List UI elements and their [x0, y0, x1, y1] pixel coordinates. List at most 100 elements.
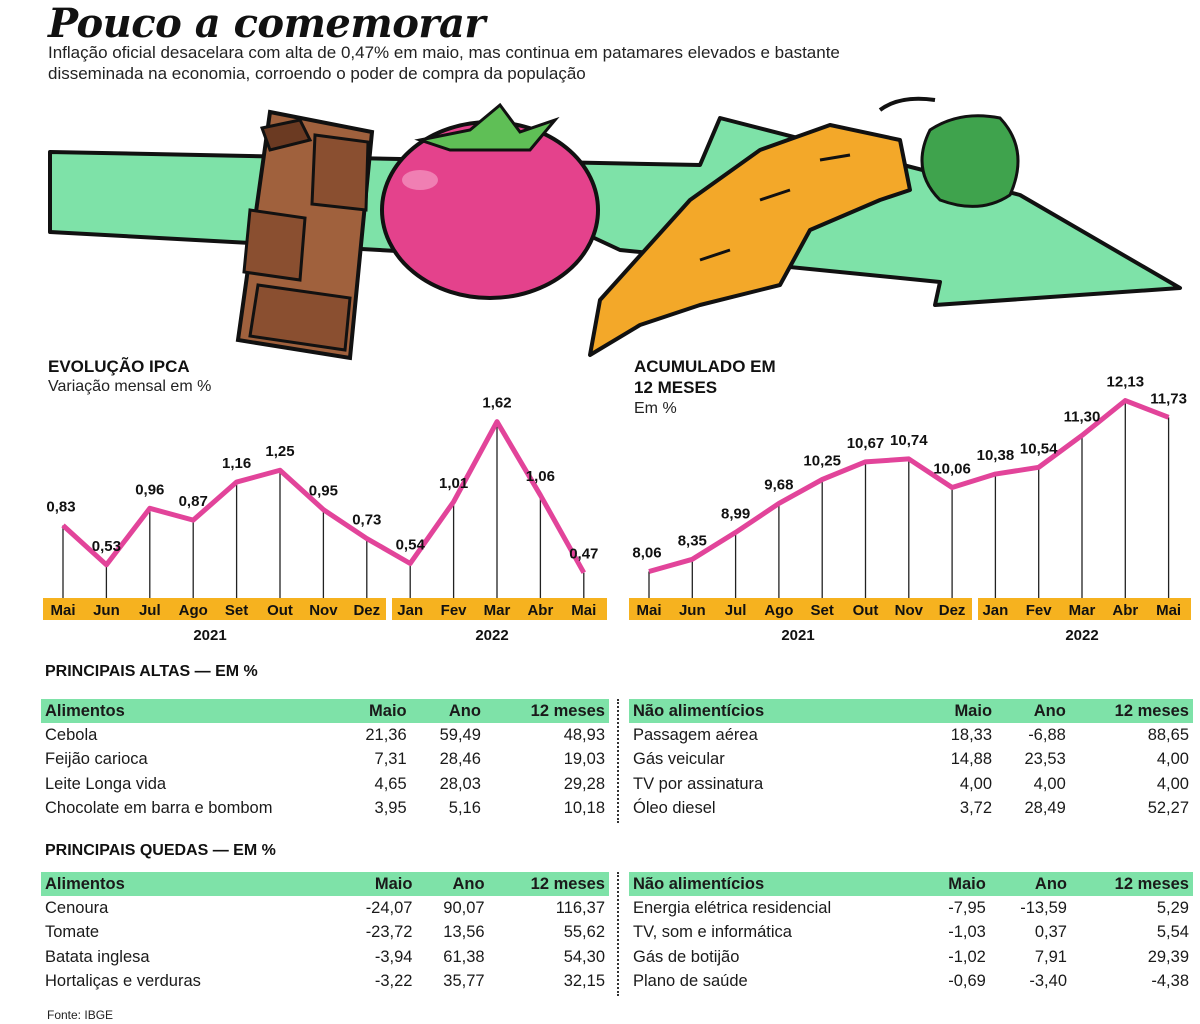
table-divider	[617, 699, 619, 823]
data-label: 0,47	[569, 546, 598, 563]
x-tick-label: Jun	[679, 602, 706, 619]
x-tick-label: Abr	[527, 602, 553, 619]
table-row: Cebola 21,36 59,49 48,93	[41, 723, 609, 748]
value-cell: 0,37	[1034, 923, 1067, 942]
value-cell: 4,00	[1156, 774, 1189, 793]
data-label: 9,68	[764, 476, 793, 493]
data-label: 1,62	[482, 395, 511, 412]
value-cell: -3,40	[1029, 972, 1067, 991]
value-cell: -23,72	[365, 923, 413, 942]
axis-band-2022	[978, 598, 1191, 620]
year-label: 2022	[1065, 627, 1098, 644]
value-cell: 90,07	[443, 898, 485, 917]
value-cell: 5,29	[1156, 898, 1189, 917]
value-cell: 54,30	[563, 947, 605, 966]
value-cell: 29,39	[1147, 947, 1189, 966]
x-tick-label: Mai	[1156, 602, 1181, 619]
data-label: 1,06	[526, 468, 555, 485]
column-header: Não alimentícios	[629, 872, 923, 896]
data-label: 10,74	[890, 432, 928, 449]
item-name-cell: Leite Longa vida	[45, 774, 167, 793]
quedas-alimentos-table: Alimentos Maio Ano 12 meses Cenoura -24,07 90,…	[41, 872, 609, 994]
column-header: 12 meses	[484, 699, 609, 723]
x-tick-label: Jul	[139, 602, 161, 619]
x-tick-label: Dez	[939, 602, 966, 619]
altas-alimentos-table: Alimentos Maio Ano 12 meses Cebola 21,36 59,49…	[41, 699, 609, 821]
value-cell: 10,18	[563, 799, 605, 818]
value-cell: 7,91	[1034, 947, 1067, 966]
value-cell: -6,88	[1028, 725, 1066, 744]
carrot-icon	[588, 96, 1020, 357]
table-row: Chocolate em barra e bombom 3,95 5,16 10,18	[41, 797, 609, 822]
value-cell: 28,46	[439, 750, 481, 769]
x-tick-label: Abr	[1112, 602, 1138, 619]
data-label: 10,25	[803, 453, 841, 470]
value-cell: 4,00	[1156, 750, 1189, 769]
value-cell: 18,33	[950, 725, 993, 744]
data-label: 0,96	[135, 481, 164, 498]
data-label: 8,35	[678, 532, 707, 549]
data-label: 12,13	[1107, 374, 1145, 391]
axis-band-2021	[43, 598, 386, 620]
value-cell: 4,65	[374, 774, 407, 793]
column-header: 12 meses	[1071, 872, 1193, 896]
column-header: Ano	[996, 699, 1070, 723]
value-cell: 21,36	[365, 725, 407, 744]
item-name-cell: Óleo diesel	[633, 799, 716, 818]
value-cell: -7,95	[948, 898, 986, 917]
table-row: Batata inglesa -3,94 61,38 54,30	[41, 945, 609, 970]
x-tick-label: Jul	[725, 602, 747, 619]
value-cell: 35,77	[443, 972, 485, 991]
value-cell: 61,38	[443, 947, 485, 966]
value-cell: 23,53	[1024, 750, 1066, 769]
x-tick-label: Out	[267, 602, 293, 619]
table-row: Plano de saúde -0,69 -3,40 -4,38	[629, 970, 1193, 995]
table-row: Leite Longa vida 4,65 28,03 29,28	[41, 772, 609, 797]
tomato-icon	[380, 102, 600, 300]
x-tick-label: Fev	[441, 602, 468, 619]
year-label: 2021	[781, 627, 814, 644]
data-label: 0,54	[396, 536, 426, 553]
value-cell: 5,16	[448, 799, 481, 818]
x-tick-label: Dez	[353, 602, 380, 619]
data-label: 11,30	[1064, 408, 1101, 425]
x-tick-label: Jan	[982, 602, 1008, 619]
value-cell: 29,28	[563, 774, 605, 793]
x-tick-label: Set	[811, 602, 834, 619]
data-label: 1,16	[222, 455, 251, 472]
x-tick-label: Ago	[764, 602, 793, 619]
ipca-chart-subtitle: Variação mensal em %	[48, 378, 212, 395]
table-row: TV, som e informática -1,03 0,37 5,54	[629, 921, 1193, 946]
data-label: 8,06	[632, 544, 661, 561]
data-label: 10,38	[977, 447, 1015, 464]
item-name-cell: Feijão carioca	[45, 750, 148, 769]
value-cell: -24,07	[365, 898, 413, 917]
x-tick-label: Ago	[179, 602, 208, 619]
data-label: 0,73	[352, 512, 381, 529]
series-line	[648, 398, 1170, 574]
table-row: Gás de botijão -1,02 7,91 29,39	[629, 945, 1193, 970]
accumulated-12m-chart: Mai Jun Jul Ago Set Out Nov Dez Jan Fev Mar Abr Mai 8…	[629, 374, 1191, 644]
data-label: 8,99	[721, 505, 750, 522]
value-cell: 4,00	[1033, 774, 1066, 793]
table-row: Energia elétrica residencial -7,95 -13,59 5…	[629, 896, 1193, 921]
item-name-cell: TV por assinatura	[633, 774, 764, 793]
x-tick-label: Mar	[484, 602, 511, 619]
item-name-cell: Hortaliças e verduras	[45, 972, 201, 991]
value-cell: -3,94	[374, 947, 413, 966]
x-tick-label: Nov	[895, 602, 924, 619]
value-cell: -13,59	[1020, 898, 1067, 917]
x-tick-label: Mai	[571, 602, 596, 619]
column-header: Alimentos	[41, 872, 337, 896]
accumulated-chart-title: ACUMULADO EM 12 MESES	[634, 357, 776, 397]
value-cell: 13,56	[443, 923, 485, 942]
item-name-cell: Tomate	[45, 923, 100, 942]
x-tick-label: Set	[225, 602, 248, 619]
data-label: 0,95	[309, 483, 338, 500]
value-cell: 5,54	[1156, 923, 1189, 942]
data-label: 1,01	[439, 475, 468, 492]
year-label: 2022	[475, 627, 508, 644]
source-note: Fonte: IBGE	[47, 1008, 114, 1022]
accumulated-chart-subtitle: Em %	[634, 400, 677, 417]
value-cell: 55,62	[563, 923, 605, 942]
